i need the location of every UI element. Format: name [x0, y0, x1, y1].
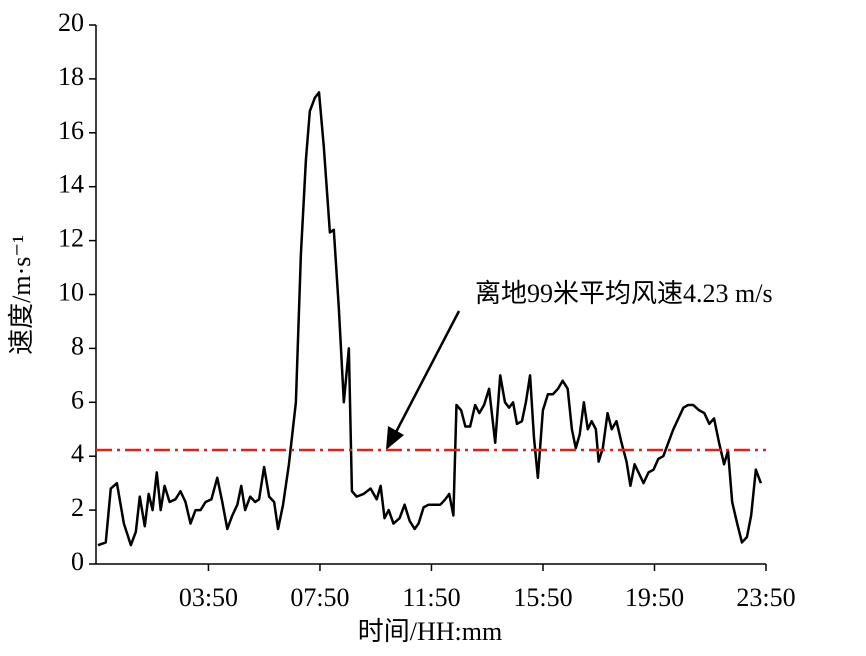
- y-axis-label: 速度/m·s⁻¹: [7, 235, 36, 355]
- y-tick-label: 2: [71, 493, 84, 522]
- x-tick-label: 03:50: [179, 583, 238, 612]
- y-tick-label: 16: [58, 116, 84, 145]
- y-tick-label: 14: [58, 170, 84, 199]
- x-tick-label: 07:50: [290, 583, 349, 612]
- y-tick-label: 10: [58, 277, 84, 306]
- x-tick-label: 15:50: [513, 583, 572, 612]
- x-tick-label: 19:50: [625, 583, 684, 612]
- annotation-arrow: [393, 310, 461, 435]
- y-tick-label: 4: [71, 439, 84, 468]
- y-tick-label: 12: [58, 224, 84, 253]
- y-tick-label: 8: [71, 331, 84, 360]
- annotation: 离地99米平均风速4.23 m/s: [475, 279, 773, 308]
- y-tick-label: 6: [71, 385, 84, 414]
- arrow-head: [386, 426, 404, 450]
- y-tick-label: 20: [58, 8, 84, 37]
- y-tick-label: 18: [58, 62, 84, 91]
- x-axis-label: 时间/HH:mm: [358, 617, 502, 646]
- x-tick-label: 23:50: [736, 583, 795, 612]
- line: [97, 91, 763, 547]
- x-tick-label: 11:50: [402, 583, 460, 612]
- y-tick-label: 0: [71, 547, 84, 576]
